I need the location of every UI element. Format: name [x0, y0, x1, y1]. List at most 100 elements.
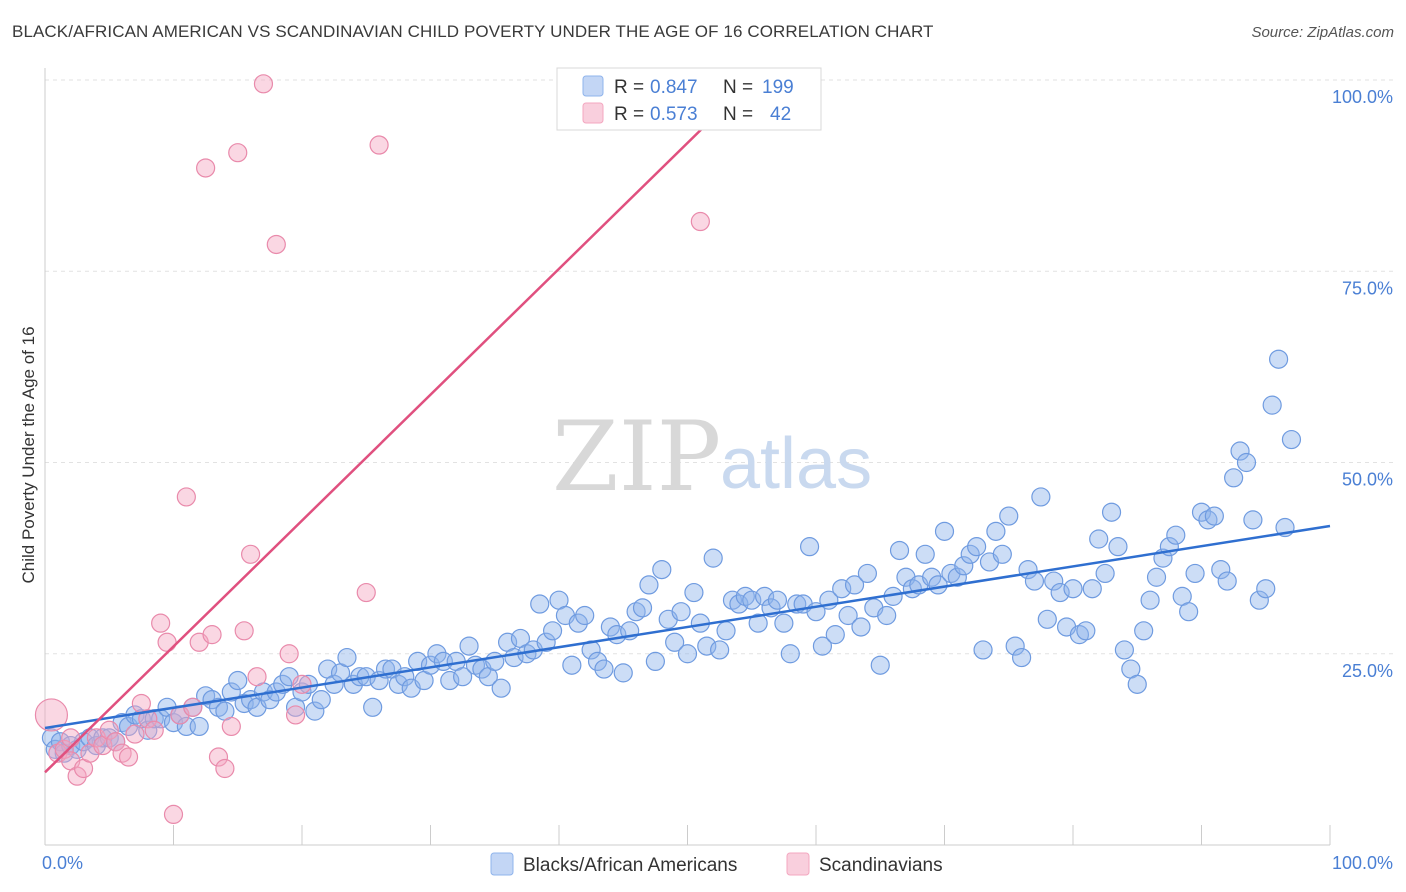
- point-scandinavians: [228, 143, 248, 163]
- trend-line-blacks: [44, 524, 1331, 730]
- point-blacks: [305, 701, 325, 721]
- point-blacks: [1217, 571, 1237, 591]
- point-blacks: [677, 644, 698, 664]
- point-blacks: [1089, 529, 1109, 549]
- axes: [44, 68, 1331, 846]
- point-blacks: [1204, 506, 1224, 526]
- point-blacks: [934, 521, 955, 541]
- bottom-legend-swatch-scandinavians: [786, 852, 810, 876]
- point-blacks: [639, 575, 659, 595]
- y-tick-labels: 25.0% 50.0% 75.0% 100.0%: [1332, 87, 1393, 681]
- point-blacks: [1281, 429, 1302, 450]
- point-scandinavians: [34, 698, 69, 732]
- point-blacks: [1230, 441, 1250, 461]
- point-scandinavians: [138, 709, 158, 729]
- point-blacks: [93, 728, 113, 748]
- legend-r-label: R =: [614, 77, 644, 98]
- point-scandinavians: [157, 632, 177, 652]
- point-scandinavians: [202, 625, 222, 645]
- y-tick-label: 50.0%: [1342, 470, 1393, 490]
- y-tick-label: 100.0%: [1332, 87, 1393, 107]
- point-scandinavians: [215, 758, 235, 779]
- point-scandinavians: [247, 667, 267, 687]
- data-points: [34, 74, 1302, 825]
- point-scandinavians: [292, 674, 312, 694]
- point-blacks: [947, 567, 967, 587]
- watermark-atlas: atlas: [720, 424, 872, 504]
- point-blacks: [825, 625, 845, 645]
- point-blacks: [1146, 567, 1167, 587]
- point-blacks: [671, 602, 691, 622]
- point-blacks: [748, 613, 768, 633]
- point-scandinavians: [369, 135, 389, 155]
- point-blacks: [877, 605, 897, 626]
- point-blacks: [799, 537, 820, 557]
- point-scandinavians: [61, 728, 81, 748]
- point-blacks: [703, 548, 723, 568]
- point-blacks: [613, 663, 633, 683]
- point-blacks: [163, 712, 184, 733]
- point-blacks: [1095, 563, 1115, 584]
- point-blacks: [1114, 640, 1135, 660]
- point-blacks: [838, 605, 858, 626]
- point-blacks: [1268, 349, 1289, 369]
- point-blacks: [440, 670, 460, 691]
- point-blacks: [1101, 502, 1122, 522]
- point-scandinavians: [144, 720, 164, 740]
- point-scandinavians: [183, 697, 203, 717]
- point-scandinavians: [241, 544, 261, 564]
- point-blacks: [992, 544, 1012, 564]
- point-blacks: [999, 506, 1019, 526]
- point-scandinavians: [163, 804, 184, 825]
- point-blacks: [710, 640, 730, 660]
- point-scandinavians: [118, 747, 139, 767]
- point-blacks: [716, 621, 736, 641]
- x-tick-labels: 0.0% 100.0%: [42, 853, 1393, 873]
- point-scandinavians: [99, 720, 119, 740]
- point-blacks: [844, 575, 865, 595]
- watermark: ZIP atlas: [552, 401, 872, 513]
- legend-swatch-scandinavians: [582, 102, 604, 124]
- x-tick-label: 0.0%: [42, 853, 83, 873]
- point-blacks: [388, 674, 408, 694]
- trend-line-scandinavians: [44, 79, 753, 774]
- trend-lines: [44, 79, 1331, 774]
- point-scandinavians: [151, 613, 171, 633]
- legend-r-value: 0.847: [650, 77, 698, 98]
- point-blacks: [363, 697, 383, 717]
- point-blacks: [221, 682, 241, 702]
- point-blacks: [1005, 636, 1025, 656]
- point-blacks: [857, 563, 878, 584]
- point-blacks: [1262, 395, 1282, 415]
- point-scandinavians: [690, 211, 710, 232]
- point-blacks: [652, 559, 672, 580]
- point-blacks: [1243, 510, 1263, 530]
- point-blacks: [1191, 502, 1212, 522]
- point-scandinavians: [54, 739, 74, 759]
- point-blacks: [1044, 571, 1064, 591]
- point-blacks: [311, 690, 331, 710]
- point-blacks: [767, 590, 788, 610]
- legend-n-value: 42: [770, 104, 791, 125]
- point-blacks: [870, 655, 890, 675]
- point-blacks: [575, 605, 595, 626]
- point-blacks: [189, 716, 209, 737]
- point-blacks: [967, 537, 987, 557]
- point-scandinavians: [279, 644, 299, 664]
- point-blacks: [568, 613, 588, 633]
- point-blacks: [491, 678, 511, 698]
- point-blacks: [889, 540, 910, 561]
- legend-n-value: 199: [762, 77, 794, 98]
- point-blacks: [260, 690, 280, 710]
- point-blacks: [954, 556, 974, 576]
- point-blacks: [1082, 579, 1102, 599]
- point-blacks: [832, 579, 852, 599]
- point-scandinavians: [196, 158, 216, 178]
- point-blacks: [1127, 674, 1147, 694]
- point-scandinavians: [125, 724, 145, 744]
- point-scandinavians: [208, 747, 229, 767]
- point-blacks: [1134, 621, 1154, 641]
- point-blacks: [973, 640, 993, 660]
- point-blacks: [774, 613, 794, 633]
